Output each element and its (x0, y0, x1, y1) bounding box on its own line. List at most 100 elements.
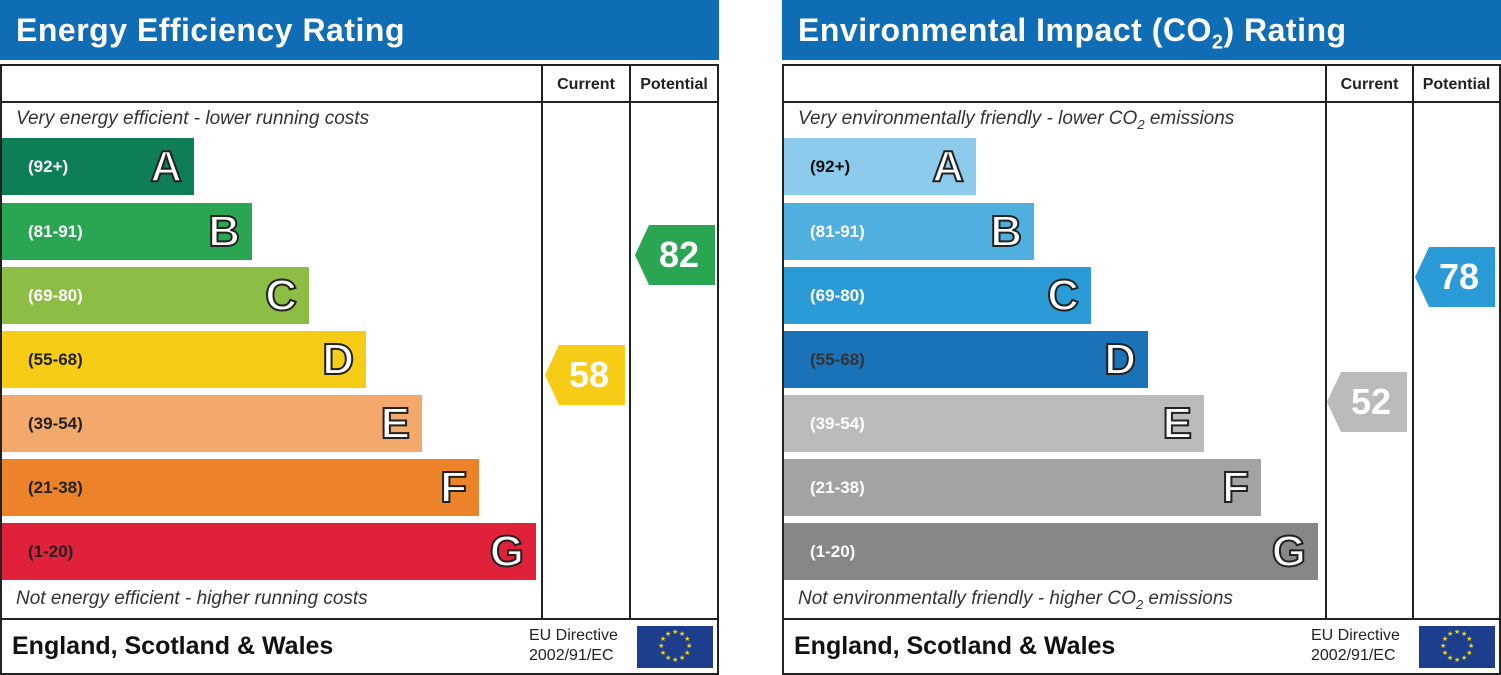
band-letter: C (264, 270, 298, 321)
star-icon: ★ (659, 650, 667, 657)
star-icon: ★ (1440, 643, 1447, 650)
divider (1412, 66, 1414, 618)
caption-text: emissions (1143, 588, 1233, 609)
band-a: (92+) A (784, 138, 976, 195)
star-icon: ★ (672, 657, 679, 664)
band-d: (55-68) D (784, 331, 1148, 388)
divider (784, 618, 1499, 620)
panel-title: Energy Efficiency Rating (0, 0, 719, 60)
current-rating-arrow: 58 (545, 345, 625, 405)
directive-line: 2002/91/EC (529, 647, 614, 664)
eu-directive: EU Directive 2002/91/EC (1311, 626, 1400, 666)
potential-column-header: Potential (1422, 76, 1491, 93)
directive-line: EU Directive (1311, 627, 1400, 644)
top-caption: Very environmentally friendly - lower CO… (798, 108, 1234, 132)
divider (2, 101, 717, 103)
band-range: (39-54) (28, 414, 83, 433)
band-f: (21-38) F (2, 459, 479, 516)
star-icon: ★ (1441, 650, 1449, 657)
current-column-header: Current (1340, 76, 1399, 93)
region-label: England, Scotland & Wales (794, 632, 1116, 660)
band-letter: D (321, 334, 355, 385)
band-range: (92+) (810, 157, 851, 176)
energy-efficiency-panel: Energy Efficiency Rating Current Potenti… (0, 0, 719, 675)
star-icon: ★ (1441, 636, 1449, 643)
top-caption: Very energy efficient - lower running co… (16, 108, 370, 129)
star-icon: ★ (1461, 630, 1468, 638)
rating-table: Current Potential Very energy efficient … (0, 64, 719, 675)
star-icon: ★ (1468, 643, 1475, 650)
band-letter: G (1271, 526, 1307, 577)
band-letter: A (149, 141, 183, 192)
title-text: Environmental Impact (CO (798, 12, 1212, 48)
band-range: (81-91) (28, 222, 83, 241)
star-icon: ★ (1461, 655, 1468, 663)
band-range: (55-68) (810, 350, 865, 369)
caption-text: Very environmentally friendly - lower CO (798, 108, 1138, 129)
band-range: (92+) (28, 157, 69, 176)
divider (541, 66, 543, 618)
potential-rating-arrow: 82 (635, 225, 715, 285)
band-letter: G (489, 526, 525, 577)
star-icon: ★ (679, 630, 686, 638)
eu-directive: EU Directive 2002/91/EC (529, 626, 618, 666)
star-icon: ★ (679, 655, 686, 663)
star-icon: ★ (1447, 630, 1454, 638)
panel-title: Environmental Impact (CO2) Rating (782, 0, 1501, 60)
bottom-caption: Not energy efficient - higher running co… (16, 588, 368, 609)
region-label: England, Scotland & Wales (12, 632, 334, 660)
band-letter: F (1221, 462, 1250, 513)
bottom-caption: Not environmentally friendly - higher CO… (798, 588, 1233, 612)
divider (2, 618, 717, 620)
band-letter: C (1046, 270, 1080, 321)
band-f: (21-38) F (784, 459, 1261, 516)
caption-subscript: 2 (1137, 116, 1145, 132)
current-column-header: Current (557, 76, 615, 93)
band-range: (1-20) (28, 542, 74, 561)
star-icon: ★ (1454, 629, 1461, 636)
potential-column-header: Potential (640, 76, 708, 93)
band-range: (21-38) (810, 478, 865, 497)
divider (1325, 66, 1327, 618)
band-letter: A (931, 141, 965, 192)
directive-line: 2002/91/EC (1311, 647, 1396, 664)
band-c: (69-80) C (2, 267, 309, 324)
star-icon: ★ (659, 636, 667, 643)
band-letter: B (207, 206, 241, 257)
band-range: (55-68) (28, 350, 83, 369)
band-b: (81-91) B (784, 203, 1034, 260)
eu-flag-icon: ★ ★ ★ ★ ★ ★ ★ ★ ★ ★ ★ ★ (637, 626, 713, 668)
band-letter: F (439, 462, 468, 513)
band-g: (1-20) G (2, 523, 536, 580)
star-icon: ★ (1447, 655, 1454, 663)
star-icon: ★ (1466, 636, 1473, 643)
star-icon: ★ (1466, 650, 1473, 657)
band-g: (1-20) G (784, 523, 1318, 580)
star-icon: ★ (684, 650, 691, 657)
potential-rating-arrow: 78 (1415, 247, 1495, 307)
divider (629, 66, 631, 618)
band-a: (92+) A (2, 138, 194, 195)
band-letter: D (1103, 334, 1137, 385)
band-c: (69-80) C (784, 267, 1091, 324)
band-range: (21-38) (28, 478, 83, 497)
rating-table: Current Potential Very environmentally f… (782, 64, 1501, 675)
band-letter: E (1162, 398, 1193, 449)
band-range: (81-91) (810, 222, 865, 241)
band-e: (39-54) E (784, 395, 1204, 452)
band-e: (39-54) E (2, 395, 422, 452)
band-d: (55-68) D (2, 331, 366, 388)
star-icon: ★ (1454, 657, 1461, 664)
title-text: ) Rating (1223, 12, 1347, 48)
directive-line: EU Directive (529, 627, 618, 644)
eu-flag-icon: ★ ★ ★ ★ ★ ★ ★ ★ ★ ★ ★ ★ (1419, 626, 1495, 668)
band-range: (69-80) (28, 286, 83, 305)
band-range: (1-20) (810, 542, 856, 561)
star-icon: ★ (672, 629, 679, 636)
band-letter: B (989, 206, 1023, 257)
star-icon: ★ (665, 655, 672, 663)
title-subscript: 2 (1211, 31, 1224, 54)
divider (784, 101, 1499, 103)
caption-subscript: 2 (1135, 596, 1144, 612)
band-range: (39-54) (810, 414, 865, 433)
